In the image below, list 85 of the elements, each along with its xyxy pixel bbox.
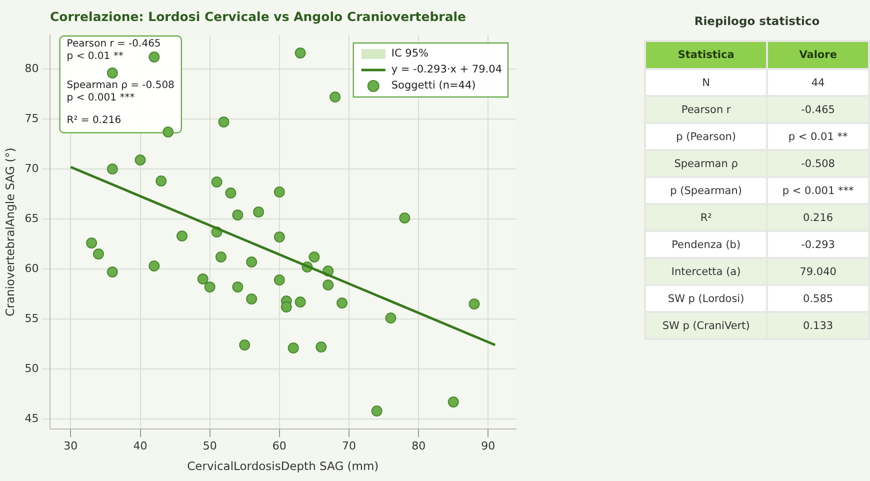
text: Valore: [767, 41, 869, 69]
point: [232, 210, 244, 220]
text: 44: [811, 76, 825, 88]
text: -0.508: [801, 158, 835, 170]
point: [86, 238, 98, 248]
point: [246, 294, 258, 304]
point: [385, 312, 396, 324]
category-label: Spearman ρ: [645, 150, 768, 177]
point: [308, 252, 320, 262]
point: [106, 68, 118, 78]
point: [274, 186, 285, 198]
point: [274, 232, 285, 242]
x-tick-label: 50: [202, 439, 217, 452]
point: [176, 230, 188, 242]
point: [322, 280, 334, 290]
x-axis-title: CervicalLordosisDepth SAG (mm): [187, 459, 379, 474]
y-tick-label: 80: [24, 62, 39, 75]
text: Statistica: [645, 41, 768, 69]
point: [280, 302, 292, 312]
x-tick-label: 90: [481, 439, 496, 452]
point: [253, 206, 264, 218]
legend-label: Soggetti (n=44): [391, 80, 476, 92]
point: [211, 176, 222, 188]
x-tick-label: 60: [272, 439, 286, 452]
point: [294, 296, 306, 308]
y-tick-label: 60: [24, 262, 39, 275]
point: [232, 282, 244, 292]
legend-label: y = -0.293·x + 79.04: [391, 64, 502, 76]
text: -0.293: [801, 238, 835, 250]
point: [106, 164, 118, 174]
category-label: Pearson r: [645, 96, 768, 123]
point: [225, 188, 236, 198]
category-label: N: [645, 69, 768, 96]
point: [204, 282, 216, 292]
y-tick-label: 65: [24, 212, 39, 225]
y-tick-label: 75: [24, 112, 39, 125]
point: [274, 274, 285, 286]
y-tick-label: 50: [24, 362, 39, 375]
y-tick-label: 45: [24, 412, 39, 425]
point: [448, 396, 459, 408]
legend-label: IC 95%: [391, 48, 429, 60]
point: [399, 212, 410, 224]
point: [134, 154, 146, 166]
point: [288, 342, 299, 354]
category-label: SW p (Lordosi): [645, 285, 768, 312]
point: [468, 298, 480, 310]
y-tick-label: 70: [24, 162, 39, 175]
text: -0.465: [801, 104, 835, 116]
y-axis-title: CraniovertebralAngle SAG (°): [2, 148, 17, 316]
point: [162, 126, 174, 138]
point: [93, 248, 104, 260]
point: [239, 340, 250, 350]
point: [246, 256, 258, 268]
point: [218, 116, 230, 128]
text: 0.133: [803, 320, 834, 332]
chart-title: Correlazione: Lordosi Cervicale vs Angolo Craniovertebrale: [50, 8, 466, 24]
category-label: R²: [645, 204, 768, 231]
x-tick-label: 80: [412, 439, 426, 452]
x-tick-label: 40: [133, 439, 148, 452]
category-label: p (Pearson): [645, 123, 768, 150]
text: 0.585: [803, 292, 834, 304]
category-label: Intercetta (a): [645, 258, 768, 285]
point: [148, 260, 160, 272]
category-label: Pendenza (b): [645, 231, 768, 258]
point: [156, 176, 167, 186]
point: [371, 406, 382, 416]
text: 79.040: [800, 266, 836, 278]
point: [215, 252, 226, 262]
x-tick-label: 70: [342, 439, 356, 452]
point: [294, 48, 306, 58]
category-label: p (Spearman): [645, 177, 768, 204]
text: Pearson r = -0.465 p < 0.01 ** Spearman ρ = -0.508 p < 0.001 *** R² = 0.216: [66, 38, 174, 126]
text: 0.216: [803, 212, 834, 224]
text: p < 0.01 **: [788, 130, 848, 142]
point: [148, 52, 160, 62]
x-tick-label: 30: [64, 439, 78, 452]
text: p < 0.001 ***: [782, 184, 854, 196]
y-tick-label: 55: [24, 312, 39, 325]
point: [336, 298, 348, 308]
point: [197, 274, 208, 284]
point: [316, 342, 327, 352]
category-label: SW p (CraniVert): [645, 312, 768, 339]
point: [330, 92, 341, 102]
point: [106, 266, 118, 278]
text: Riepilogo statistico: [693, 14, 821, 28]
